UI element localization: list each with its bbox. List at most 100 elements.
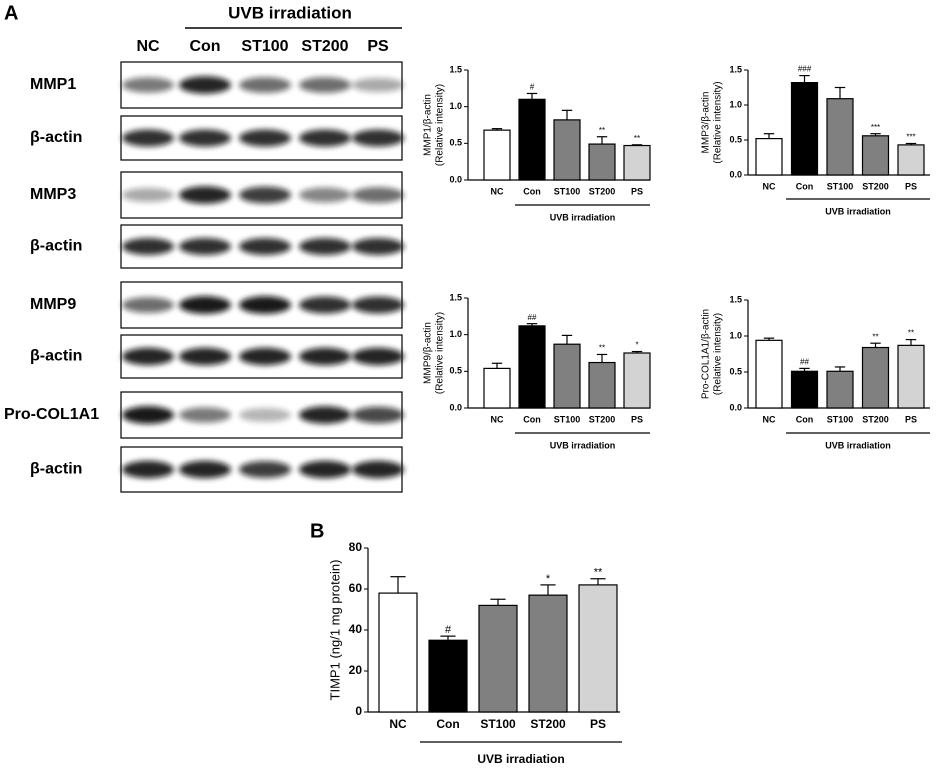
band [352, 237, 404, 256]
row-label: β-actin [30, 129, 82, 146]
y-tick-label: 60 [349, 581, 363, 595]
significance: * [546, 573, 551, 585]
bar [755, 138, 783, 176]
lane-label: Con [189, 38, 220, 55]
band [352, 129, 404, 147]
x-tick-label: ST100 [480, 717, 516, 731]
y-tick-label: 0.5 [449, 366, 462, 376]
y-axis-label: Pro-COL1A1/β-actin [701, 309, 712, 399]
blot-group-label: UVB irradiation [228, 3, 352, 22]
band [122, 187, 174, 203]
y-tick-label: 0.5 [729, 366, 742, 376]
band [179, 296, 231, 314]
bar [861, 135, 890, 176]
bar [897, 144, 925, 176]
band [122, 406, 174, 424]
y-tick-label: 0 [355, 704, 362, 718]
band [179, 407, 231, 423]
band [239, 129, 291, 147]
band [352, 347, 404, 366]
bar [578, 584, 618, 713]
bar [588, 361, 616, 409]
x-tick-label: Con [796, 414, 814, 424]
x-tick-label: ST200 [530, 717, 566, 731]
band [239, 186, 291, 204]
x-tick-label: Con [436, 717, 459, 731]
x-tick-label: ST100 [554, 414, 581, 424]
significance: # [445, 624, 452, 636]
x-tick-label: ST100 [827, 181, 854, 191]
row-label: β-actin [30, 461, 82, 478]
x-tick-label: NC [763, 181, 776, 191]
significance: ### [798, 65, 812, 74]
bar [478, 604, 518, 713]
x-tick-label: PS [590, 717, 606, 731]
y-axis-label: (Relative intensity) [435, 312, 446, 394]
bar [518, 98, 546, 181]
row-label: Pro-COL1A1 [4, 406, 99, 423]
significance: ** [594, 567, 603, 579]
y-tick-label: 1.5 [449, 64, 462, 74]
y-tick-label: 0.0 [449, 174, 462, 184]
x-tick-label: Con [523, 414, 541, 424]
lane-label: PS [367, 38, 389, 55]
y-tick-label: 1.0 [729, 99, 742, 109]
row-label: β-actin [30, 348, 82, 365]
band [122, 237, 174, 256]
bar [897, 344, 925, 409]
x-tick-label: NC [491, 186, 504, 196]
y-tick-label: 1.0 [449, 329, 462, 339]
x-tick-label: ST100 [554, 186, 581, 196]
significance: ** [599, 126, 605, 135]
x-tick-label: NC [389, 717, 407, 731]
x-tick-label: Con [796, 181, 814, 191]
band [122, 297, 174, 313]
band [122, 460, 174, 479]
band [352, 460, 404, 479]
x-tick-label: ST100 [827, 414, 854, 424]
x-tick-label: PS [631, 186, 643, 196]
band [179, 129, 231, 147]
band [299, 460, 351, 479]
band [352, 296, 404, 314]
y-tick-label: 20 [349, 663, 363, 677]
significance: ** [908, 329, 914, 338]
y-axis-label: MMP1/β-actin [423, 94, 434, 156]
y-axis-label: MMP3/β-actin [701, 92, 712, 154]
group-label: UVB irradiation [550, 212, 616, 222]
row-label: β-actin [30, 238, 82, 255]
significance: # [530, 83, 535, 92]
bar [588, 143, 616, 181]
x-tick-label: ST200 [589, 414, 616, 424]
row-label: MMP1 [30, 76, 76, 93]
row-label: MMP9 [30, 296, 76, 313]
y-tick-label: 40 [349, 622, 363, 636]
significance: ** [599, 344, 605, 353]
significance: ## [528, 313, 537, 322]
band [239, 237, 291, 256]
y-axis-label: MMP9/β-actin [423, 322, 434, 384]
x-tick-label: ST200 [862, 181, 889, 191]
y-axis-label: TIMP1 (ng/1 mg protein) [327, 560, 342, 701]
y-tick-label: 1.5 [729, 294, 742, 304]
bar [553, 343, 581, 409]
y-tick-label: 1.5 [449, 292, 462, 302]
band [299, 77, 351, 93]
y-tick-label: 1.0 [729, 330, 742, 340]
x-tick-label: NC [763, 414, 776, 424]
bar [518, 325, 546, 409]
band [352, 406, 404, 424]
band [122, 129, 174, 147]
y-tick-label: 1.5 [729, 64, 742, 74]
significance: ## [800, 358, 809, 367]
band [179, 347, 231, 366]
lane-label: ST200 [301, 38, 348, 55]
significance: ** [634, 134, 640, 143]
y-tick-label: 0.5 [449, 138, 462, 148]
y-axis-label: (Relative intensity) [713, 81, 724, 163]
y-tick-label: 0.0 [449, 402, 462, 412]
x-tick-label: PS [905, 414, 917, 424]
y-tick-label: 0.5 [729, 134, 742, 144]
bar [483, 129, 511, 181]
